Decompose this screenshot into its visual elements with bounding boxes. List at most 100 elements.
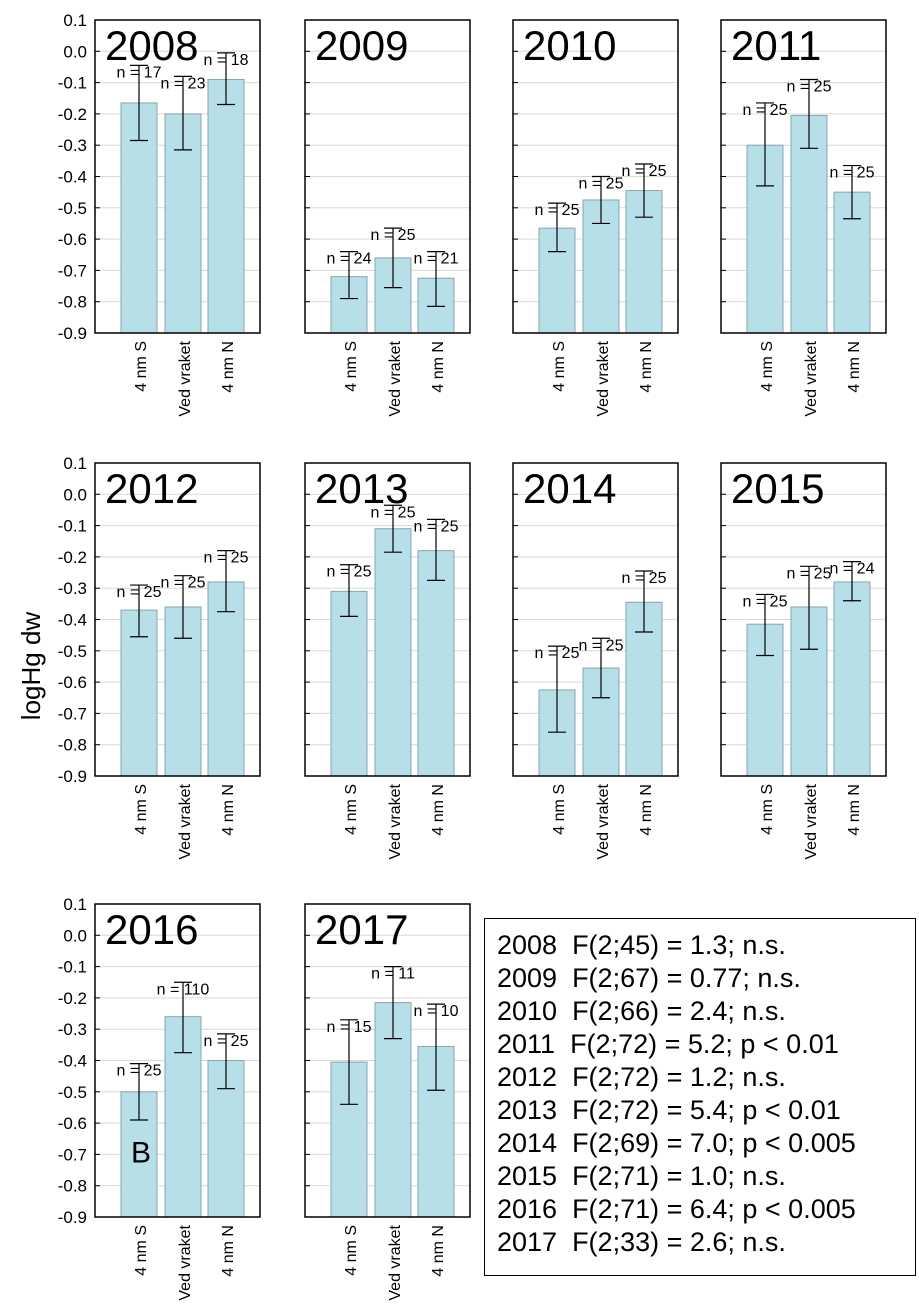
- panel-2015-bar: [833, 581, 871, 777]
- stat-line: 2015 F(2;71) = 1.0; n.s.: [497, 1161, 786, 1191]
- panel-2014-title: 2014: [523, 465, 616, 512]
- y-tick-label: -0.1: [58, 74, 87, 93]
- panel-2012-n-label: n = 25: [117, 584, 162, 601]
- stat-line: 2016 F(2;71) = 6.4; p < 0.005: [497, 1194, 856, 1224]
- panel-2013-x-tick-label: Ved vraket: [387, 783, 404, 859]
- y-tick-label: -0.4: [58, 1052, 87, 1071]
- panel-2010-frame: [512, 19, 679, 334]
- panel-2016-n-label: n = 110: [157, 981, 210, 998]
- panel-2008-frame: [94, 19, 261, 334]
- panel-2011-title: 2011: [731, 22, 821, 69]
- panel-2016-x-tick-label: 4 nm N: [220, 1225, 237, 1277]
- y-tick-label: -0.8: [58, 293, 87, 312]
- panel-2012-x-tick-label: 4 nm S: [133, 784, 150, 835]
- y-tick-label: -0.8: [58, 736, 87, 755]
- y-tick-label: 0.0: [63, 42, 87, 61]
- panel-2011-frame: [720, 19, 887, 334]
- anova-stats-box: 2008 F(2;45) = 1.3; n.s. 2009 F(2;67) = 0…: [484, 918, 916, 1276]
- panel-2013-n-label: n = 25: [327, 564, 372, 581]
- y-tick-label: -0.3: [58, 1020, 87, 1039]
- panel-2017-n-label: n = 11: [371, 966, 415, 983]
- panel-2010-x-tick-label: Ved vraket: [595, 340, 612, 416]
- stat-line: 2014 F(2;69) = 7.0; p < 0.005: [497, 1128, 856, 1158]
- panel-2011-x-tick-label: Ved vraket: [803, 340, 820, 416]
- panel-2009-n-label: n = 25: [371, 227, 416, 244]
- y-tick-label: -0.9: [58, 324, 87, 343]
- y-tick-label: -0.7: [58, 704, 87, 723]
- panel-2011-n-label: n = 25: [743, 102, 788, 119]
- panel-2016-title: 2016: [105, 906, 198, 953]
- panel-2008-n-label: n = 18: [204, 52, 249, 69]
- y-tick-label: -0.7: [58, 1145, 87, 1164]
- y-tick-label: -0.5: [58, 1083, 87, 1102]
- panel-2017-x-tick-label: Ved vraket: [387, 1224, 404, 1300]
- y-tick-label: -0.9: [58, 1208, 87, 1227]
- y-tick-label: -0.8: [58, 1177, 87, 1196]
- y-tick-label: -0.2: [58, 548, 87, 567]
- panel-2010-x-tick-label: 4 nm S: [551, 341, 568, 392]
- panel-2014-n-label: n = 25: [535, 645, 580, 662]
- panel-2010-bar: [538, 227, 576, 334]
- panel-2010-x-tick-label: 4 nm N: [638, 341, 655, 393]
- panel-2010-title: 2010: [523, 22, 616, 69]
- panel-2008-n-label: n = 23: [161, 75, 206, 92]
- y-tick-label: -0.5: [58, 642, 87, 661]
- panel-2008-x-tick-label: Ved vraket: [177, 340, 194, 416]
- panel-2013-bar: [374, 528, 412, 777]
- y-tick-label: -0.3: [58, 136, 87, 155]
- panel-2012-x-tick-label: Ved vraket: [177, 783, 194, 859]
- y-tick-label: -0.2: [58, 989, 87, 1008]
- panel-2017-x-tick-label: 4 nm N: [430, 1225, 447, 1277]
- y-tick-label: -0.4: [58, 168, 87, 187]
- panel-2014-x-tick-label: 4 nm N: [638, 784, 655, 836]
- y-tick-label: 0.1: [63, 454, 87, 473]
- panel-2008-title: 2008: [105, 22, 198, 69]
- panel-2010-n-label: n = 25: [535, 202, 580, 219]
- panel-2009-x-tick-label: 4 nm S: [343, 341, 360, 392]
- y-tick-label: 0.0: [63, 926, 87, 945]
- panel-2017-n-label: n = 15: [327, 1019, 372, 1036]
- panel-2016-x-tick-label: 4 nm S: [133, 1225, 150, 1276]
- panel-2016-x-tick-label: Ved vraket: [177, 1224, 194, 1300]
- panel-2013-title: 2013: [315, 465, 408, 512]
- y-tick-label: 0.0: [63, 485, 87, 504]
- y-tick-label: -0.6: [58, 230, 87, 249]
- y-tick-label: -0.2: [58, 105, 87, 124]
- y-tick-label: -0.6: [58, 1114, 87, 1133]
- panel-2013-x-tick-label: 4 nm N: [430, 784, 447, 836]
- panel-2016-n-label: n = 25: [117, 1063, 162, 1080]
- panel-2014-n-label: n = 25: [622, 570, 667, 587]
- panel-2012-frame: [94, 462, 261, 777]
- panel-2017-n-label: n = 10: [414, 1003, 459, 1020]
- panel-2011-n-label: n = 25: [787, 78, 832, 95]
- panel-2012-n-label: n = 25: [204, 550, 249, 567]
- panel-2013-n-label: n = 25: [414, 518, 459, 535]
- panel-2012-x-tick-label: 4 nm N: [220, 784, 237, 836]
- panel-2009-n-label: n = 21: [414, 251, 459, 268]
- y-tick-label: -0.6: [58, 673, 87, 692]
- stat-line: 2017 F(2;33) = 2.6; n.s.: [497, 1227, 786, 1257]
- panel-2014-frame: [512, 462, 679, 777]
- panel-2013-bar: [417, 550, 455, 777]
- panel-2017-x-tick-label: 4 nm S: [343, 1225, 360, 1276]
- y-tick-label: -0.3: [58, 579, 87, 598]
- y-tick-label: -0.9: [58, 767, 87, 786]
- panel-2008-bar: [207, 78, 245, 334]
- panel-2015-n-label: n = 25: [743, 593, 788, 610]
- panel-2016-n-label: n = 25: [204, 1033, 249, 1050]
- panel-2010-n-label: n = 25: [622, 163, 667, 180]
- panel-2017-frame: [304, 903, 471, 1218]
- stat-line: 2011 F(2;72) = 5.2; p < 0.01: [497, 1029, 839, 1059]
- panel-2011-bar: [790, 114, 828, 334]
- panel-2009-n-label: n = 24: [327, 251, 372, 268]
- panel-2012-n-label: n = 25: [161, 575, 206, 592]
- panel-2011-x-tick-label: 4 nm N: [846, 341, 863, 393]
- panel-2015-x-tick-label: 4 nm S: [759, 784, 776, 835]
- panel-2015-x-tick-label: Ved vraket: [803, 783, 820, 859]
- panel-2009-title: 2009: [315, 22, 408, 69]
- panel-2014-n-label: n = 25: [579, 637, 624, 654]
- panel-2008-bar: [120, 102, 158, 334]
- panel-2016-frame: [94, 903, 261, 1218]
- y-tick-label: -0.4: [58, 611, 87, 630]
